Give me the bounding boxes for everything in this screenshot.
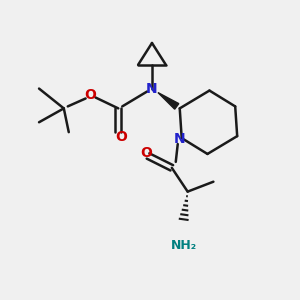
Polygon shape [158,92,179,109]
Text: NH₂: NH₂ [171,238,197,252]
Text: N: N [174,132,185,146]
Text: O: O [115,130,127,144]
Text: O: O [140,146,152,160]
Text: N: N [146,82,158,96]
Text: O: O [85,88,97,101]
